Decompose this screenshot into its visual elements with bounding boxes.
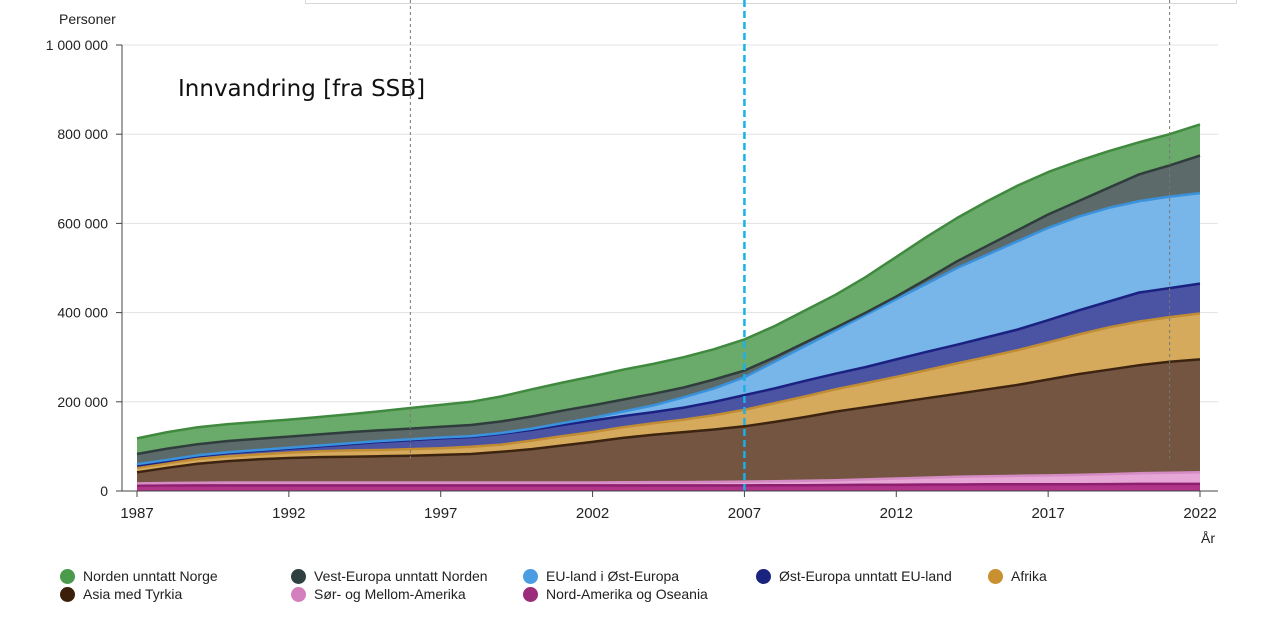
line-nord-amerika-og-oseania	[136, 482, 1200, 487]
y-tick-label: 600 000	[57, 215, 108, 231]
legend-label: Sør- og Mellom-Amerika	[314, 586, 466, 602]
legend-label: EU-land i Øst-Europa	[546, 568, 680, 584]
x-tick-label: 2007	[728, 505, 761, 522]
legend-label: Øst-Europa unntatt EU-land	[779, 568, 952, 584]
x-tick-label: 2017	[1031, 505, 1064, 522]
y-tick-label: 400 000	[57, 305, 108, 321]
y-tick-label: 0	[100, 483, 108, 499]
area-series	[136, 123, 1201, 492]
legend-dot-icon	[523, 568, 538, 584]
legend-item[interactable]: EU-land i Øst-Europa	[523, 568, 679, 584]
stacked-area-chart: 0 200 000 400 000 600 000 800 000 1 000 000 19…	[46, 0, 1218, 546]
x-tick-label: 1992	[272, 505, 305, 522]
legend-item[interactable]: Vest-Europa unntatt Norden	[291, 568, 488, 584]
x-tick-label: 2002	[576, 505, 609, 522]
line-eu-land-i-st-europa	[136, 191, 1201, 466]
legend-dot-icon	[291, 568, 306, 584]
x-tick-label: 2012	[880, 505, 913, 522]
y-axis-label: Personer	[59, 11, 116, 27]
top-panel-edge	[305, 0, 1237, 4]
legend-dot-icon	[60, 586, 75, 602]
axes: 0 200 000 400 000 600 000 800 000 1 000 000 19…	[46, 37, 1218, 522]
y-tick-label: 800 000	[57, 126, 108, 142]
legend-item[interactable]: Sør- og Mellom-Amerika	[291, 586, 466, 602]
legend-item[interactable]: Norden unntatt Norge	[60, 568, 218, 584]
legend-item[interactable]: Øst-Europa unntatt EU-land	[756, 568, 952, 584]
x-axis-label: År	[1201, 530, 1215, 546]
y-tick-label: 1 000 000	[46, 37, 108, 53]
line-afrika	[136, 312, 1201, 470]
legend-label: Afrika	[1011, 568, 1047, 584]
legend-dot-icon	[60, 568, 75, 584]
x-tick-label: 1987	[120, 505, 153, 522]
line-vest-europa-unntatt-norden	[136, 154, 1201, 456]
legend-item[interactable]: Afrika	[988, 568, 1047, 584]
chart-title: Innvandring [fra SSB]	[178, 76, 425, 102]
line-norden-unntatt-norge	[136, 123, 1201, 440]
legend-dot-icon	[756, 568, 771, 584]
legend-item[interactable]: Asia med Tyrkia	[60, 586, 182, 602]
reference-lines	[409, 0, 1171, 491]
legend-item[interactable]: Nord-Amerika og Oseania	[523, 586, 708, 602]
x-tick-label: 1997	[424, 505, 457, 522]
legend-dot-icon	[988, 568, 1003, 584]
line-s-r-og-mellom-amerika	[136, 471, 1201, 485]
y-tick-label: 200 000	[57, 394, 108, 410]
legend-label: Norden unntatt Norge	[83, 568, 218, 584]
legend-label: Vest-Europa unntatt Norden	[314, 568, 488, 584]
legend: Norden unntatt Norge Vest-Europa unntatt …	[60, 568, 1220, 608]
x-tick-label: 2022	[1183, 505, 1216, 522]
legend-label: Asia med Tyrkia	[83, 586, 183, 602]
line-asia-med-tyrkia	[136, 358, 1201, 474]
legend-label: Nord-Amerika og Oseania	[546, 586, 708, 602]
legend-dot-icon	[291, 586, 306, 602]
legend-dot-icon	[523, 586, 538, 602]
area-asia-med-tyrkia	[137, 359, 1200, 491]
